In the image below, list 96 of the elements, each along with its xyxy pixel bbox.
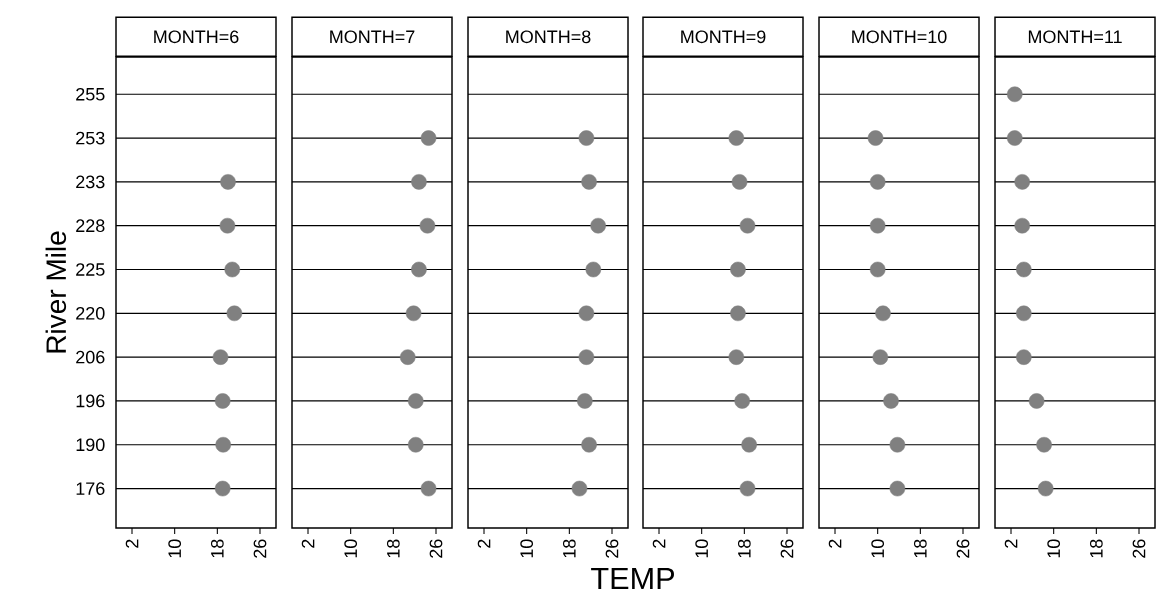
point (889, 436, 906, 453)
point (869, 217, 886, 234)
x-tick-label: 2 (652, 539, 666, 548)
x-tick-label: 18 (1089, 539, 1103, 558)
point (590, 217, 606, 234)
x-tick-label: 26 (956, 539, 970, 558)
x-tick-label: 26 (253, 539, 267, 558)
point (212, 349, 229, 365)
point (407, 393, 424, 409)
point (581, 436, 597, 453)
point (728, 349, 745, 365)
x-tick-label: 18 (562, 539, 576, 558)
point (1037, 480, 1054, 497)
point (1016, 261, 1032, 278)
point (219, 217, 236, 234)
chart-title: MONTH=7 (330, 30, 415, 44)
x-tick-label: 26 (429, 539, 443, 558)
point (214, 480, 231, 497)
point (407, 436, 424, 453)
point (224, 261, 241, 278)
point (581, 174, 597, 190)
x-tick-label: 10 (344, 539, 358, 558)
point (226, 305, 243, 322)
point (585, 261, 602, 278)
y-tick-label: 220 (76, 306, 105, 320)
x-tick-label: 26 (605, 539, 619, 558)
x-tick-label: 10 (168, 539, 182, 558)
chart-title: MONTH=10 (852, 30, 947, 44)
point (578, 349, 595, 365)
y-tick-label: 196 (76, 394, 105, 408)
chart-title: MONTH=11 (1028, 30, 1122, 44)
y-tick-label: 228 (76, 219, 105, 233)
point (741, 436, 757, 453)
point (399, 349, 416, 365)
y-tick-label: 190 (76, 438, 105, 452)
point (867, 130, 884, 146)
point (578, 130, 595, 146)
y-tick-label: 176 (76, 482, 105, 495)
x-tick-label: 10 (520, 539, 534, 558)
point (875, 305, 891, 322)
y-axis-title: River Mile (45, 231, 67, 353)
y-tick-label: 206 (76, 350, 105, 364)
point (872, 349, 889, 365)
y-tick-label: 233 (76, 175, 105, 189)
chart-title: MONTH=6 (154, 30, 239, 44)
chart-title: MONTH=9 (681, 30, 766, 44)
x-tick-label: 18 (210, 539, 224, 558)
point (1006, 86, 1023, 103)
x-tick-label: 2 (477, 539, 491, 548)
point (571, 480, 588, 497)
y-tick-label: 255 (76, 87, 105, 101)
point (883, 393, 899, 409)
x-tick-label: 10 (695, 539, 709, 558)
x-tick-label: 26 (780, 539, 794, 558)
point (1016, 305, 1032, 322)
x-tick-label: 10 (1047, 539, 1061, 558)
point (420, 480, 437, 497)
point (1006, 130, 1023, 146)
point (1014, 174, 1030, 190)
point (405, 305, 422, 322)
x-axis-title: TEMP (591, 567, 674, 589)
y-tick-label: 253 (76, 131, 105, 145)
point (1028, 393, 1045, 409)
point (739, 217, 756, 234)
point (220, 174, 236, 190)
point (214, 393, 231, 409)
x-tick-label: 18 (913, 539, 927, 558)
x-tick-label: 2 (125, 539, 139, 548)
point (1014, 217, 1030, 234)
point (734, 393, 750, 409)
point (731, 174, 748, 190)
point (730, 261, 746, 278)
chart-title: MONTH=8 (506, 30, 591, 44)
point (1036, 436, 1052, 453)
point (889, 480, 906, 497)
x-tick-label: 18 (386, 539, 400, 558)
point (215, 436, 231, 453)
point (1016, 349, 1032, 365)
x-tick-label: 2 (828, 539, 842, 548)
x-tick-label: 10 (871, 539, 885, 558)
point (577, 393, 593, 409)
point (739, 480, 756, 497)
x-tick-label: 2 (301, 539, 315, 548)
point (869, 261, 886, 278)
x-tick-label: 2 (1004, 539, 1018, 548)
point (578, 305, 595, 322)
point (730, 305, 746, 322)
point (728, 130, 745, 146)
point (869, 174, 886, 190)
point (420, 130, 437, 146)
y-tick-label: 225 (76, 263, 105, 276)
point (411, 261, 427, 278)
point (411, 174, 427, 190)
x-tick-label: 18 (737, 539, 751, 558)
x-tick-label: 26 (1132, 539, 1146, 558)
point (419, 217, 436, 234)
